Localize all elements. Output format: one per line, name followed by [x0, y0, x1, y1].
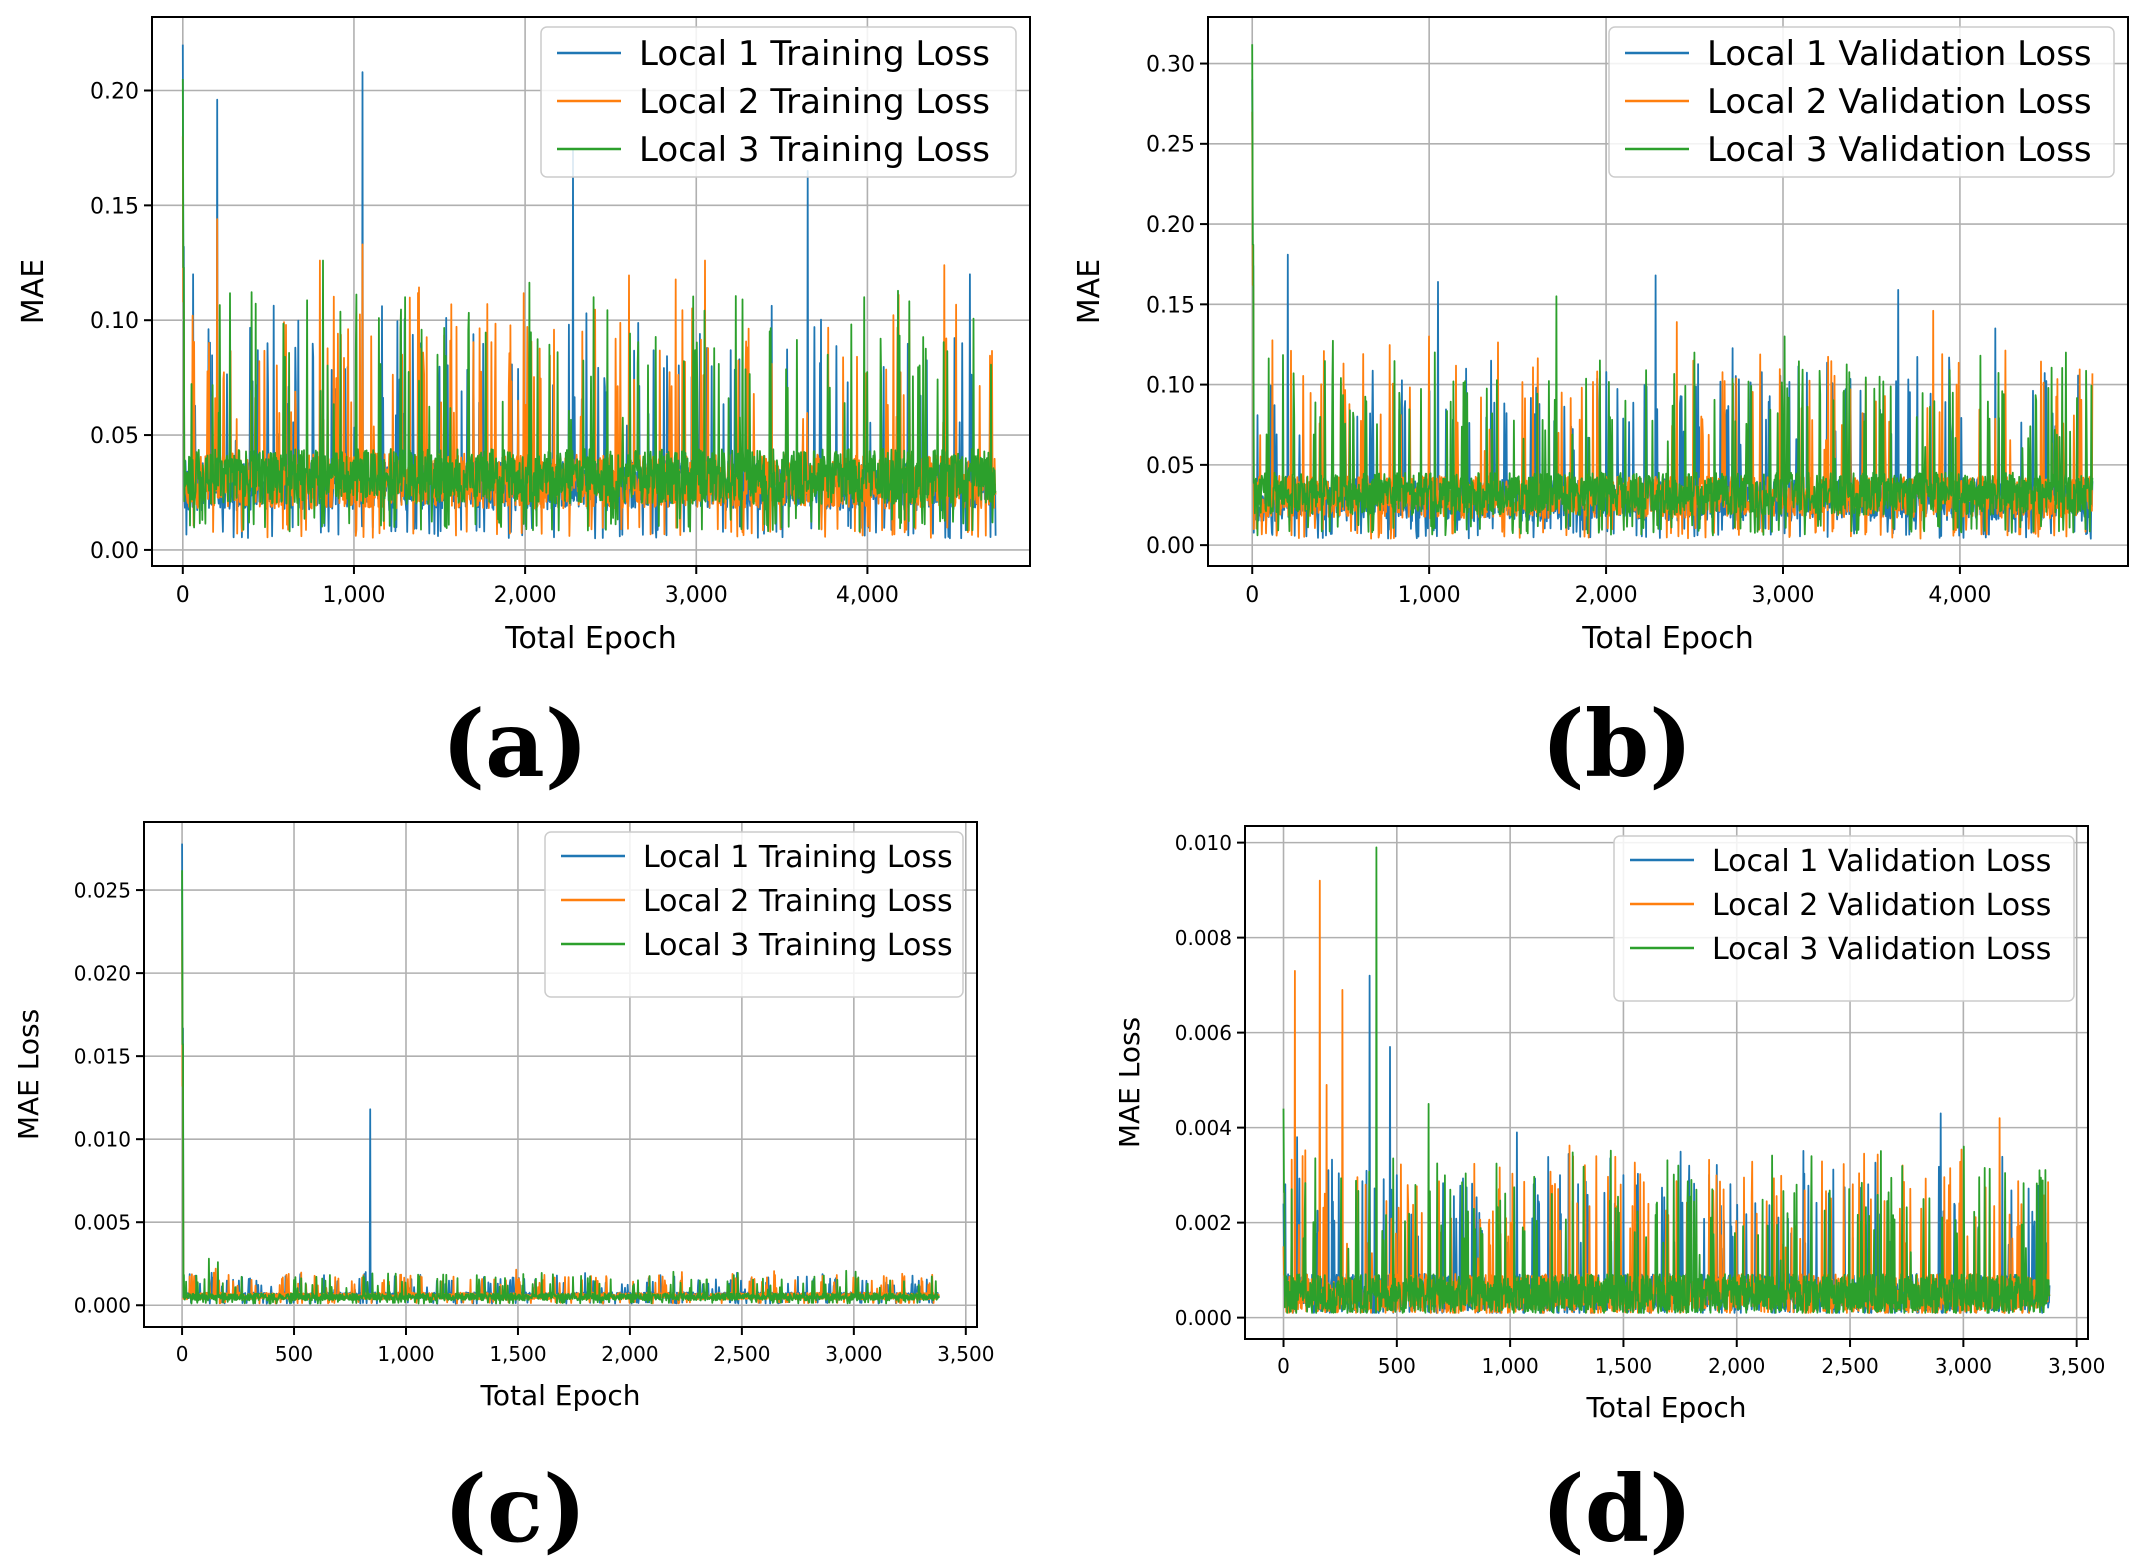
- x-tick-label: 1,500: [1595, 1354, 1652, 1378]
- axes-frame: [151, 16, 1031, 567]
- x-tick-label: 0: [176, 583, 190, 608]
- y-tick-label: 0.020: [74, 961, 131, 985]
- legend-entry-local-1: Local 1 Validation Loss: [1707, 34, 2092, 74]
- x-tick-label: 1,500: [489, 1342, 546, 1366]
- y-axis-label: MAE: [16, 259, 51, 324]
- y-axis-label: MAE Loss: [12, 1009, 45, 1140]
- x-tick-label: 2,000: [1708, 1354, 1765, 1378]
- x-tick-label: 3,000: [1935, 1354, 1992, 1378]
- x-tick-label: 3,500: [937, 1342, 994, 1366]
- y-tick-label: 0.00: [1146, 534, 1195, 559]
- series-line-local-3: [1282, 846, 2051, 1314]
- panel-label-c: (c): [443, 1455, 587, 1563]
- y-tick-label: 0.15: [90, 194, 139, 219]
- legend-entry-local-1: Local 1 Training Loss: [639, 34, 990, 74]
- y-tick-label: 0.010: [1175, 831, 1232, 855]
- legend-entry-local-2: Local 2 Training Loss: [643, 884, 953, 919]
- x-tick-label: 0: [1245, 583, 1259, 608]
- y-tick-label: 0.30: [1146, 52, 1195, 77]
- series-line-local-3: [181, 78, 997, 533]
- x-tick-label: 3,000: [825, 1342, 882, 1366]
- x-axis-label: Total Epoch: [1581, 621, 1753, 656]
- legend-entry-local-3: Local 3 Training Loss: [643, 928, 953, 963]
- chart-a: 0 1,000 2,000 3,000 4,000 0.00 0.05 0.10 0.15 0.2…: [16, 16, 1031, 656]
- x-tick-label: 1,000: [1398, 583, 1461, 608]
- x-tick-label: 1,000: [1482, 1354, 1539, 1378]
- y-tick-label: 0.005: [74, 1210, 131, 1234]
- x-axis-label: Total Epoch: [479, 1379, 640, 1412]
- y-tick-label: 0.000: [1175, 1306, 1232, 1330]
- y-axis-label: MAE: [1072, 259, 1107, 324]
- legend-entry-local-1: Local 1 Validation Loss: [1712, 844, 2051, 879]
- y-tick-label: 0.000: [74, 1293, 131, 1317]
- x-axis-label: Total Epoch: [504, 621, 676, 656]
- legend-entry-local-3: Local 3 Validation Loss: [1707, 130, 2092, 170]
- chart-c: 0 500 1,000 1,500 2,000 2,500 3,000 3,500 0.000 0…: [12, 821, 994, 1412]
- panel-label-d: (d): [1541, 1455, 1693, 1563]
- series-line-local-3: [1251, 44, 2094, 537]
- x-tick-label: 500: [275, 1342, 313, 1366]
- y-tick-label: 0.20: [90, 79, 139, 104]
- legend-entry-local-1: Local 1 Training Loss: [643, 840, 953, 875]
- axes-frame: [1244, 825, 2089, 1340]
- x-tick-label: 2,000: [601, 1342, 658, 1366]
- legend: Local 1 Validation Loss Local 2 Validatio…: [1608, 26, 2115, 178]
- legend-entry-local-3: Local 3 Training Loss: [639, 130, 990, 170]
- y-tick-label: 0.025: [74, 878, 131, 902]
- y-tick-label: 0.008: [1175, 926, 1232, 950]
- legend-entry-local-2: Local 2 Training Loss: [639, 82, 990, 122]
- x-tick-label: 3,000: [1752, 583, 1815, 608]
- y-tick-label: 0.20: [1146, 213, 1195, 238]
- y-tick-label: 0.00: [90, 539, 139, 564]
- x-tick-label: 4,000: [836, 583, 899, 608]
- x-tick-label: 1,000: [322, 583, 385, 608]
- x-tick-label: 4,000: [1928, 583, 1991, 608]
- legend: Local 1 Training Loss Local 2 Training Lo…: [540, 26, 1017, 178]
- x-tick-label: 2,500: [1821, 1354, 1878, 1378]
- y-tick-label: 0.010: [74, 1127, 131, 1151]
- y-tick-label: 0.006: [1175, 1021, 1232, 1045]
- y-tick-label: 0.10: [1146, 374, 1195, 399]
- x-tick-label: 3,000: [665, 583, 728, 608]
- y-tick-label: 0.015: [74, 1044, 131, 1068]
- y-tick-label: 0.05: [90, 424, 139, 449]
- x-tick-label: 500: [1378, 1354, 1416, 1378]
- x-tick-label: 1,000: [377, 1342, 434, 1366]
- legend-entry-local-2: Local 2 Validation Loss: [1712, 888, 2051, 923]
- axes-frame: [143, 821, 978, 1328]
- x-tick-label: 3,500: [2048, 1354, 2105, 1378]
- chart-b: 0 1,000 2,000 3,000 4,000 0.00 0.05 0.10 0.15 0.2…: [1072, 16, 2129, 656]
- panel-label-b: (b): [1541, 690, 1693, 798]
- y-axis-label: MAE Loss: [1113, 1017, 1146, 1148]
- y-tick-label: 0.25: [1146, 133, 1195, 158]
- legend: Local 1 Training Loss Local 2 Training Lo…: [544, 831, 964, 998]
- series-line-local-3: [181, 870, 940, 1305]
- y-tick-label: 0.004: [1175, 1116, 1232, 1140]
- x-axis-label: Total Epoch: [1585, 1391, 1746, 1424]
- legend-entry-local-2: Local 2 Validation Loss: [1707, 82, 2092, 122]
- legend-box: [540, 26, 1017, 178]
- legend-box: [544, 831, 964, 998]
- x-tick-label: 0: [176, 1342, 189, 1366]
- y-tick-label: 0.05: [1146, 454, 1195, 479]
- chart-d: 0 500 1,000 1,500 2,000 2,500 3,000 3,500 0.000 0…: [1113, 825, 2105, 1424]
- legend-entry-local-3: Local 3 Validation Loss: [1712, 932, 2051, 967]
- panel-label-a: (a): [441, 690, 589, 798]
- y-tick-label: 0.10: [90, 309, 139, 334]
- legend-box: [1613, 835, 2075, 1002]
- x-tick-label: 2,500: [713, 1342, 770, 1366]
- x-tick-label: 2,000: [1575, 583, 1638, 608]
- y-tick-label: 0.002: [1175, 1211, 1232, 1235]
- axes-frame: [1207, 16, 2129, 567]
- legend: Local 1 Validation Loss Local 2 Validatio…: [1613, 835, 2075, 1002]
- x-tick-label: 0: [1277, 1354, 1290, 1378]
- x-tick-label: 2,000: [494, 583, 557, 608]
- legend-box: [1608, 26, 2115, 178]
- y-tick-label: 0.15: [1146, 293, 1195, 318]
